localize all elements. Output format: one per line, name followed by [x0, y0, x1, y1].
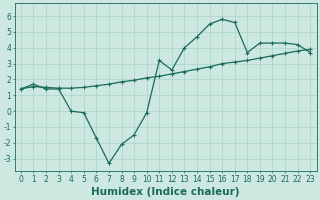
X-axis label: Humidex (Indice chaleur): Humidex (Indice chaleur) — [91, 187, 240, 197]
